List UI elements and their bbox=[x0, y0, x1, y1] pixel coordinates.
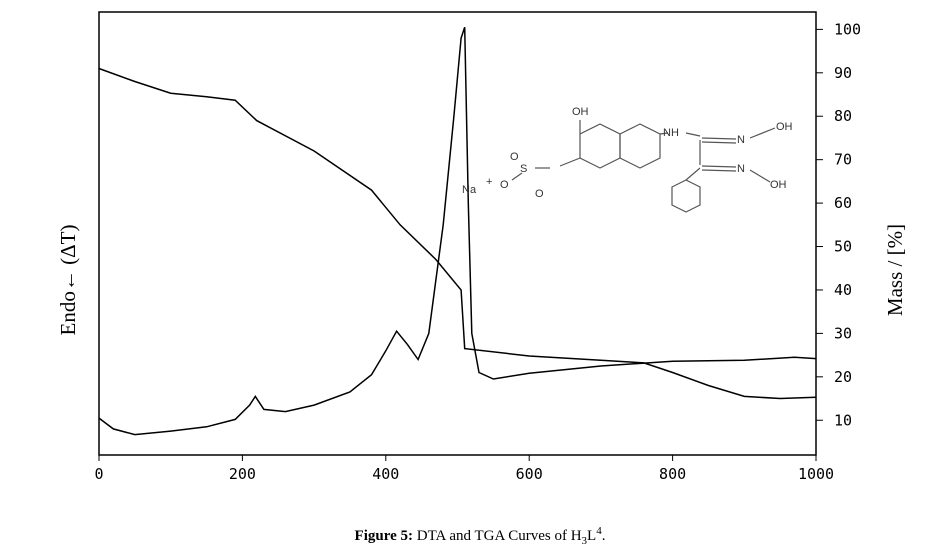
structure-label: + bbox=[486, 176, 492, 188]
bond bbox=[749, 127, 776, 139]
curve bbox=[98, 26, 817, 436]
curve bbox=[98, 67, 817, 400]
x-tick-label: 0 bbox=[94, 465, 103, 483]
bond bbox=[559, 157, 581, 167]
structure-label: OH bbox=[572, 106, 589, 118]
y-tick-label: 90 bbox=[834, 64, 852, 82]
y-left-label: Endo← (ΔT) bbox=[56, 225, 80, 336]
structure-label: OH bbox=[770, 179, 787, 191]
y-tick-label: 80 bbox=[834, 107, 852, 125]
caption-text: DTA and TGA Curves of H bbox=[413, 528, 582, 544]
y-tick-label: 40 bbox=[834, 281, 852, 299]
caption-end: . bbox=[602, 528, 606, 544]
plot-frame bbox=[98, 11, 817, 456]
caption-sup: 4 bbox=[596, 525, 602, 537]
bond bbox=[701, 137, 737, 140]
y-axis-label: Mass / [%] bbox=[883, 224, 907, 316]
structure-label: Na bbox=[462, 184, 477, 196]
caption-bold: Figure 5: bbox=[355, 528, 413, 544]
structure-label: N bbox=[737, 163, 745, 175]
y-tick-label: 10 bbox=[834, 411, 852, 429]
structure-label: O bbox=[510, 151, 519, 163]
bond bbox=[701, 165, 737, 168]
bond bbox=[749, 169, 771, 183]
structure-label: O bbox=[535, 188, 544, 200]
bond bbox=[701, 169, 737, 172]
structure-label: NH bbox=[663, 127, 679, 139]
y-tick-label: 60 bbox=[834, 194, 852, 212]
x-tick-label: 1000 bbox=[798, 465, 834, 483]
structure bbox=[511, 120, 776, 213]
structure-label: S bbox=[520, 163, 527, 175]
ring bbox=[619, 123, 661, 169]
bond bbox=[659, 132, 669, 135]
y-tick-label: 30 bbox=[834, 324, 852, 342]
bond bbox=[511, 172, 523, 181]
caption: Figure 5: DTA and TGA Curves of H3L4. bbox=[355, 525, 606, 547]
y-tick-label: 100 bbox=[834, 20, 861, 38]
ring bbox=[671, 179, 701, 213]
bond bbox=[685, 132, 701, 137]
caption-sub: 3 bbox=[582, 535, 588, 547]
y-tick-label: 70 bbox=[834, 151, 852, 169]
structure-label: O bbox=[500, 179, 509, 191]
x-tick-label: 800 bbox=[659, 465, 686, 483]
ring bbox=[579, 123, 621, 169]
bond bbox=[685, 167, 701, 181]
x-tick-label: 400 bbox=[372, 465, 399, 483]
structure-label: N bbox=[737, 134, 745, 146]
bond bbox=[701, 141, 737, 144]
y-tick-label: 20 bbox=[834, 368, 852, 386]
structure-label: OH bbox=[776, 121, 793, 133]
x-tick-label: 600 bbox=[516, 465, 543, 483]
y-tick-label: 50 bbox=[834, 238, 852, 256]
caption-mid: L bbox=[587, 528, 596, 544]
x-tick-label: 200 bbox=[229, 465, 256, 483]
